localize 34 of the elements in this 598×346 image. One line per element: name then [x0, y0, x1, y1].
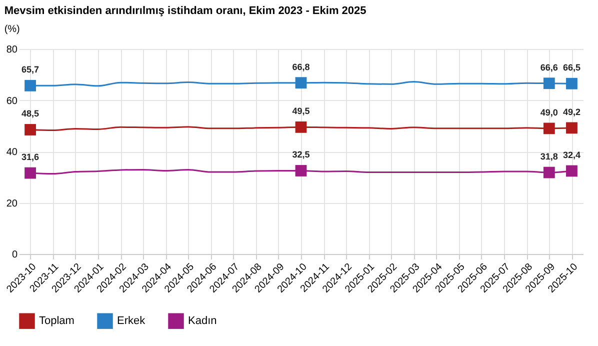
- point: [24, 124, 36, 136]
- y-tick-label: 0: [12, 250, 18, 260]
- legend-label: Toplam: [39, 315, 74, 328]
- data-label: 49,2: [562, 106, 580, 117]
- data-label: 49,5: [292, 106, 310, 116]
- point: [295, 121, 307, 133]
- chart-subtitle: (%): [4, 24, 20, 35]
- data-label: 49,0: [540, 107, 558, 118]
- point: [566, 165, 578, 177]
- y-tick-label: 60: [6, 96, 18, 107]
- data-label: 31,6: [22, 152, 40, 162]
- chart-title: Mevsim etkisinden arındırılmış istihdam oranı, Ekim 2023 - Ekim 2025: [4, 5, 366, 17]
- point: [566, 78, 578, 90]
- point: [24, 80, 36, 92]
- point: [566, 122, 578, 134]
- y-tick-label: 20: [6, 198, 18, 210]
- y-tick-label: 40: [6, 147, 18, 158]
- point: [543, 78, 555, 90]
- data-label: 66,8: [292, 62, 310, 72]
- legend-label: Kadın: [188, 315, 217, 328]
- data-label: 66,5: [562, 62, 580, 73]
- point: [295, 165, 307, 176]
- legend-label: Erkek: [117, 315, 146, 328]
- point: [543, 122, 555, 134]
- data-label: 66,6: [540, 62, 558, 72]
- data-label: 32,4: [562, 150, 580, 160]
- data-label: 32,5: [292, 150, 310, 160]
- point: [543, 166, 555, 178]
- data-label: 65,7: [22, 64, 40, 75]
- point: [295, 77, 307, 89]
- data-label: 48,5: [22, 108, 40, 119]
- y-tick-label: 80: [6, 44, 18, 56]
- point: [24, 167, 36, 179]
- data-label: 31,8: [540, 152, 558, 162]
